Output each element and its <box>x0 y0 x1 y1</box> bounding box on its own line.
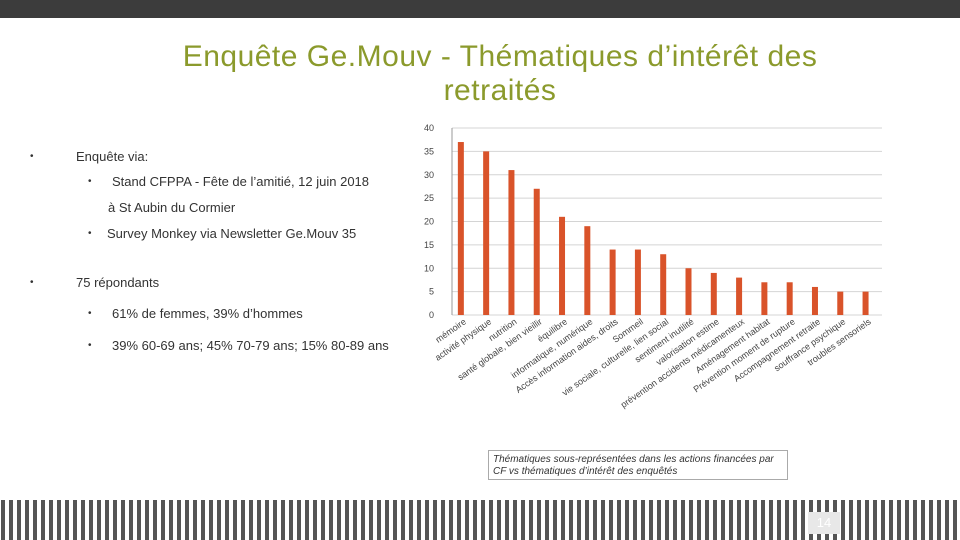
y-tick-label: 40 <box>424 123 434 133</box>
bar <box>685 268 692 315</box>
y-tick-label: 5 <box>429 287 434 297</box>
bullet-text: Stand CFPPA - Fête de l’amitié, 12 juin … <box>112 174 370 189</box>
caption-box: Thématiques sous-représentées dans les a… <box>488 450 788 480</box>
bullet: • <box>88 308 92 319</box>
y-tick-label: 30 <box>424 170 434 180</box>
bar <box>533 188 540 315</box>
bullet-text: 75 répondants <box>76 275 160 290</box>
bar <box>559 216 566 315</box>
bullet-text: à St Aubin du Cormier <box>108 200 236 215</box>
bar <box>862 291 869 315</box>
bar <box>710 272 717 315</box>
y-tick-label: 20 <box>424 217 434 227</box>
bar <box>660 254 667 315</box>
bullet: • <box>88 176 92 187</box>
bullet-text: Enquête via: <box>76 149 149 164</box>
y-tick-label: 10 <box>424 263 434 273</box>
bar <box>634 249 641 315</box>
y-tick-label: 15 <box>424 240 434 250</box>
bar <box>483 151 490 315</box>
bar <box>736 277 743 315</box>
bar <box>508 170 515 315</box>
footer-band <box>0 500 960 540</box>
bullet: • <box>88 340 92 351</box>
bar <box>609 249 616 315</box>
bullet-text: 39% 60-69 ans; 45% 70-79 ans; 15% 80-89 … <box>112 338 389 353</box>
bar <box>584 226 591 315</box>
bar <box>837 291 844 315</box>
bullet-text: Survey Monkey via Newsletter Ge.Mouv 35 <box>107 226 357 241</box>
bar <box>811 286 818 315</box>
bar <box>457 142 464 315</box>
bullet-text: 61% de femmes, 39% d’hommes <box>112 306 303 321</box>
bullet: • <box>30 151 34 162</box>
bar <box>786 282 793 315</box>
bullet: • <box>88 228 92 239</box>
page-number: 14 <box>808 512 840 534</box>
bullet: • <box>30 277 34 288</box>
y-tick-label: 0 <box>429 310 434 320</box>
top-bar <box>0 0 960 18</box>
slide-title: Enquête Ge.Mouv - Thématiques d’intérêt … <box>182 40 818 107</box>
y-tick-label: 35 <box>424 146 434 156</box>
bar <box>761 282 768 315</box>
y-tick-label: 25 <box>424 193 434 203</box>
